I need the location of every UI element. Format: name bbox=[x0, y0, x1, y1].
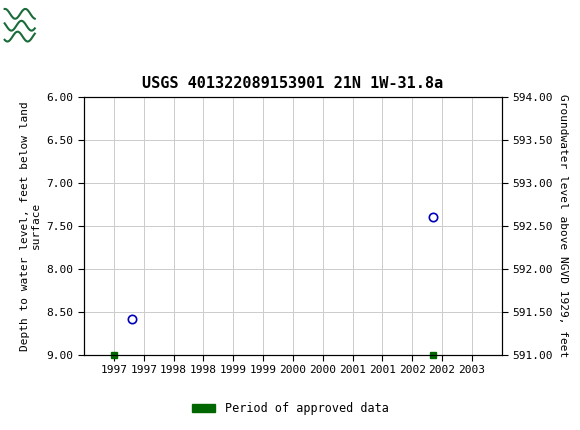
Text: USGS: USGS bbox=[44, 15, 112, 35]
Y-axis label: Groundwater level above NGVD 1929, feet: Groundwater level above NGVD 1929, feet bbox=[558, 94, 568, 357]
Bar bbox=[3, 4, 96, 46]
Y-axis label: Depth to water level, feet below land
surface: Depth to water level, feet below land su… bbox=[20, 101, 41, 350]
Title: USGS 401322089153901 21N 1W-31.8a: USGS 401322089153901 21N 1W-31.8a bbox=[142, 77, 444, 92]
Legend: Period of approved data: Period of approved data bbox=[187, 397, 393, 420]
